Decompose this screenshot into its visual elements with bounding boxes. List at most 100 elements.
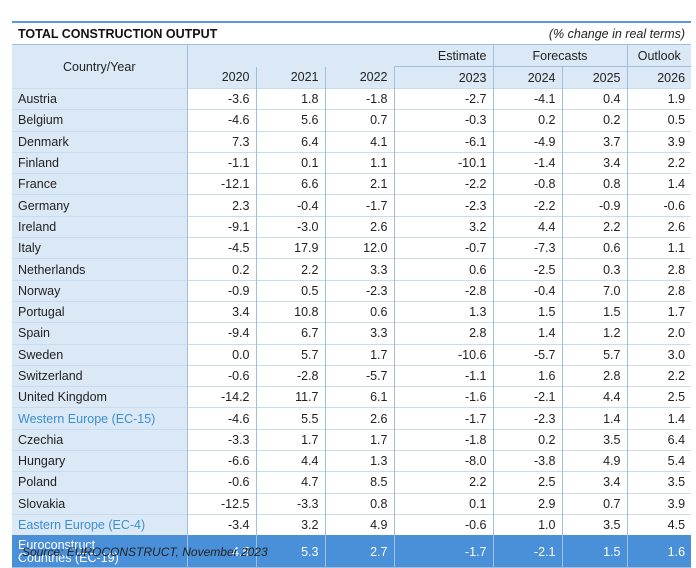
table-row: Sweden 0.0 5.7 1.7 -10.6 -5.7 5.7 3.0 <box>12 343 692 366</box>
country-name: Hungary <box>12 450 187 472</box>
value-cell: -3.6 <box>186 87 256 110</box>
value-cell: 10.8 <box>255 300 325 323</box>
value-cell: 0.5 <box>626 109 692 132</box>
table-row: United Kingdom -14.2 11.7 6.1 -1.6 -2.1 4.4 2.5 <box>12 386 692 408</box>
value-cell: 12.0 <box>324 237 394 259</box>
country-name: Portugal <box>12 300 187 323</box>
value-cell: 0.6 <box>561 237 627 259</box>
source-note: Source: EUROCONSTRUCT, November 2023 <box>22 545 268 559</box>
value-cell: 2.2 <box>255 258 325 281</box>
value-cell: 1.6 <box>492 364 562 387</box>
value-cell: -0.6 <box>393 513 493 536</box>
table-title: TOTAL CONSTRUCTION OUTPUT <box>12 21 394 45</box>
year-header: 2026 <box>626 66 692 89</box>
value-cell: -2.2 <box>492 194 562 217</box>
country-name: Euroconstruct Countries (EC-19) <box>12 535 187 568</box>
value-cell: -2.8 <box>255 364 325 387</box>
value-cell: 3.2 <box>255 513 325 536</box>
value-cell: 2.2 <box>626 364 692 387</box>
value-cell: -0.6 <box>186 364 256 387</box>
country-name: Slovakia <box>12 492 187 515</box>
value-cell: -1.8 <box>393 428 493 451</box>
value-cell: -9.1 <box>186 215 256 238</box>
value-cell: 3.3 <box>324 258 394 281</box>
country-name: Norway <box>12 279 187 302</box>
value-cell: 2.2 <box>561 215 627 238</box>
value-cell: 3.4 <box>561 471 627 494</box>
value-cell: -14.2 <box>186 386 256 408</box>
value-cell: 1.3 <box>324 450 394 472</box>
value-cell: 1.7 <box>626 300 692 323</box>
value-cell: 3.5 <box>561 513 627 536</box>
value-cell: 0.7 <box>324 109 394 132</box>
value-cell: 2.5 <box>492 471 562 494</box>
value-cell: 3.7 <box>561 130 627 153</box>
value-cell: 2.8 <box>626 258 692 281</box>
value-cell: -8.0 <box>393 450 493 472</box>
value-cell: 7.3 <box>186 130 256 153</box>
value-cell: -0.4 <box>255 194 325 217</box>
table-row: Austria -3.6 1.8 -1.8 -2.7 -4.1 0.4 1.9 <box>12 87 692 110</box>
table-row: Poland -0.6 4.7 8.5 2.2 2.5 3.4 3.5 <box>12 471 692 494</box>
table-row: Portugal 3.4 10.8 0.6 1.3 1.5 1.5 1.7 <box>12 300 692 323</box>
country-name: Denmark <box>12 130 187 153</box>
value-cell: 0.0 <box>186 343 256 366</box>
value-cell: -2.8 <box>393 279 493 302</box>
value-cell: -2.3 <box>492 407 562 430</box>
construction-output-table-container: TOTAL CONSTRUCTION OUTPUT (% change in r… <box>12 21 692 568</box>
value-cell: 4.5 <box>626 513 692 536</box>
country-name-line: Countries (EC-19) <box>18 550 119 565</box>
value-cell: 6.4 <box>255 130 325 153</box>
value-cell: 3.0 <box>626 343 692 366</box>
value-cell: 0.2 <box>492 109 562 132</box>
value-cell: 2.6 <box>324 407 394 430</box>
value-cell: -0.6 <box>186 471 256 494</box>
value-cell: -3.0 <box>255 215 325 238</box>
country-name: Switzerland <box>12 364 187 387</box>
value-cell: 1.4 <box>561 407 627 430</box>
year-header: 2021 <box>255 66 325 89</box>
value-cell: -0.3 <box>393 109 493 132</box>
table-row: Germany 2.3 -0.4 -1.7 -2.3 -2.2 -0.9 -0.6 <box>12 194 692 217</box>
country-name-line: Euroconstruct <box>18 537 96 552</box>
value-cell: 4.9 <box>561 450 627 472</box>
value-cell: 0.4 <box>561 87 627 110</box>
table-subtitle: (% change in real terms) <box>394 21 692 45</box>
value-cell: -1.4 <box>492 151 562 174</box>
value-cell: 3.9 <box>626 492 692 515</box>
year-header: 2022 <box>324 66 394 89</box>
value-cell: 6.1 <box>324 386 394 408</box>
value-cell: 8.5 <box>324 471 394 494</box>
value-cell: -1.6 <box>393 386 493 408</box>
subtotal-row: Eastern Europe (EC-4) -3.4 3.2 4.9 -0.6 1.0 3.… <box>12 513 692 536</box>
value-cell: -3.8 <box>492 450 562 472</box>
value-cell: -6.6 <box>186 450 256 472</box>
value-cell: 0.2 <box>492 428 562 451</box>
value-cell: 3.5 <box>626 471 692 494</box>
value-cell: -3.4 <box>186 513 256 536</box>
value-cell: 6.7 <box>255 322 325 345</box>
value-cell: 1.5 <box>561 300 627 323</box>
country-name: France <box>12 173 187 195</box>
value-cell: 4.4 <box>561 386 627 408</box>
value-cell: 4.1 <box>324 130 394 153</box>
table-row: Finland -1.1 0.1 1.1 -10.1 -1.4 3.4 2.2 <box>12 151 692 174</box>
value-cell: -0.7 <box>393 237 493 259</box>
value-cell: 5.5 <box>255 407 325 430</box>
value-cell: 2.7 <box>324 535 394 568</box>
value-cell: 0.1 <box>393 492 493 515</box>
subtotal-row: Western Europe (EC-15) -4.6 5.5 2.6 -1.7 -2.3… <box>12 407 692 430</box>
country-name: Western Europe (EC-15) <box>12 407 187 430</box>
value-cell: 3.2 <box>393 215 493 238</box>
value-cell: -4.6 <box>186 109 256 132</box>
country-name: Finland <box>12 151 187 174</box>
value-cell: 2.3 <box>186 194 256 217</box>
value-cell: 17.9 <box>255 237 325 259</box>
value-cell: -5.7 <box>324 364 394 387</box>
value-cell: 7.0 <box>561 279 627 302</box>
value-cell: 0.6 <box>324 300 394 323</box>
value-cell: 0.8 <box>324 492 394 515</box>
value-cell: 5.7 <box>561 343 627 366</box>
value-cell: 2.0 <box>626 322 692 345</box>
country-name: Austria <box>12 87 187 110</box>
